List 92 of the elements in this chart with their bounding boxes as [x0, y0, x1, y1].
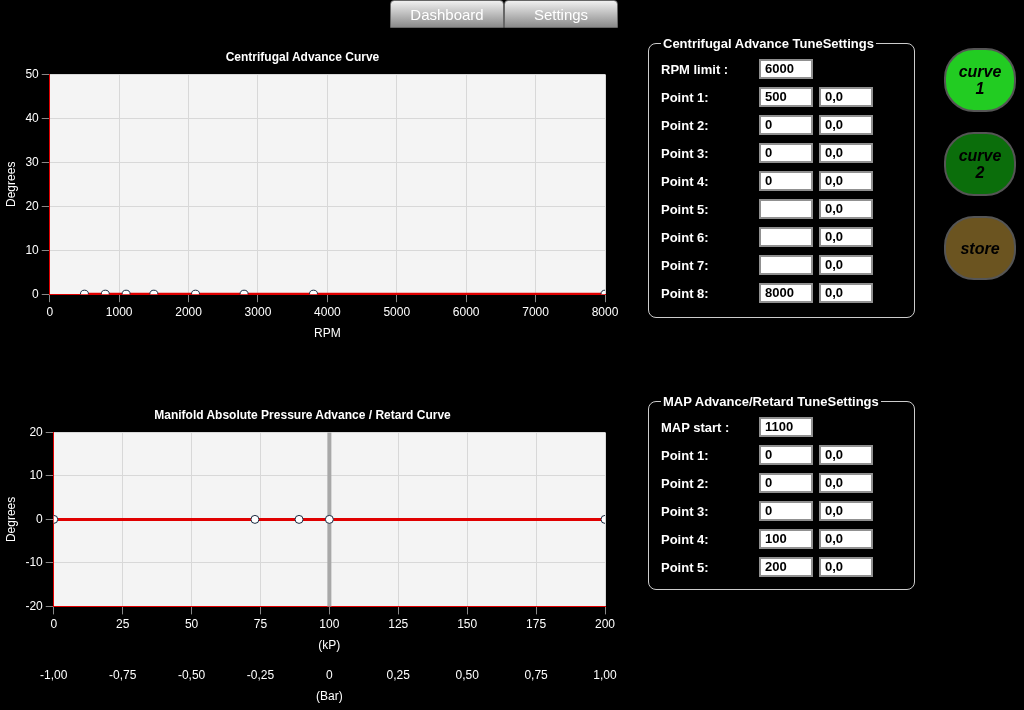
y-axis-title: Degrees: [3, 496, 18, 543]
text: 0,0: [825, 503, 844, 518]
text: 0: [765, 117, 773, 132]
x-tick-label: 5000: [383, 304, 411, 319]
category-label: Point 4:: [661, 531, 709, 547]
x2-tick-label: 1,00: [593, 667, 617, 682]
x-tick-label: 6000: [452, 304, 480, 319]
text: 200: [765, 559, 787, 574]
x-tick-label: 50: [184, 616, 199, 631]
text: 500: [765, 89, 787, 104]
text: 0,0: [825, 447, 844, 462]
y-tick-label: -10: [25, 555, 44, 570]
y-tick-label: 10: [25, 242, 40, 257]
category-label: store: [944, 216, 1016, 280]
category-label: Point 2:: [661, 475, 709, 491]
category-label: Point 1:: [661, 89, 709, 105]
x-tick-label: 0: [46, 304, 54, 319]
text: 0,0: [825, 89, 844, 104]
text: Centrifugal Advance TuneSettings: [662, 36, 875, 51]
x-axis-title: RPM: [314, 326, 341, 341]
text: 1100: [765, 419, 794, 434]
x-tick-label: 2000: [175, 304, 203, 319]
y-axis-title: Degrees: [3, 161, 18, 207]
category-label: Point 5:: [661, 559, 709, 575]
x-tick-label: 1000: [105, 304, 133, 319]
text: 0: [765, 475, 773, 490]
text: 0: [765, 145, 773, 160]
text: 0,0: [825, 475, 844, 490]
x2-tick-label: 0,25: [386, 667, 411, 682]
x-tick-label: 75: [253, 616, 268, 631]
y-tick-label: 30: [25, 154, 40, 169]
x2-tick-label: -1,00: [40, 667, 68, 682]
text: 100: [765, 531, 787, 546]
category-label: Point 3:: [661, 503, 709, 519]
x2-tick-label: -0,75: [108, 667, 137, 682]
y-tick-label: -20: [25, 598, 44, 613]
category-label: Point 8:: [661, 285, 709, 301]
y-tick-label: 50: [25, 66, 40, 81]
category-label: MAP start :: [661, 419, 730, 435]
category-label: curve 1: [944, 48, 1016, 112]
text: 0: [765, 447, 773, 462]
x2-tick-label: 0,50: [455, 667, 480, 682]
category-label: curve 2: [944, 132, 1016, 196]
x-tick-label: 0: [50, 616, 58, 631]
y-tick-label: 0: [36, 511, 44, 526]
text: 0,0: [825, 173, 844, 188]
x-tick-label: 125: [388, 616, 409, 631]
text: 0,0: [825, 257, 844, 272]
category-label: Point 7:: [661, 257, 709, 273]
category-label: Point 1:: [661, 447, 709, 463]
category-label: RPM limit :: [661, 61, 729, 77]
x-tick-label: 7000: [522, 304, 550, 319]
x2-tick-label: -0,25: [246, 667, 275, 682]
chart-title: Manifold Absolute Pressure Advance / Retard Curve: [154, 407, 452, 422]
category-label: Settings: [504, 0, 618, 28]
x2-tick-label: 0: [326, 667, 334, 682]
text: MAP Advance/Retard TuneSettings: [662, 394, 880, 409]
y-tick-label: 40: [25, 110, 40, 125]
x-tick-label: 175: [526, 616, 547, 631]
y-tick-label: 10: [29, 468, 44, 483]
text: 8000: [765, 285, 794, 300]
category-label: Point 6:: [661, 229, 709, 245]
category-label: Point 4:: [661, 173, 709, 189]
text: 6000: [765, 61, 794, 76]
x-tick-label: 25: [115, 616, 130, 631]
category-label: Dashboard: [390, 0, 504, 28]
x-tick-label: 150: [457, 616, 478, 631]
x2-tick-label: 0,75: [524, 667, 549, 682]
x2-axis-title: (Bar): [316, 689, 343, 704]
text: 0,0: [825, 559, 844, 574]
chart-title: Centrifugal Advance Curve: [225, 49, 380, 64]
text: 0,0: [825, 117, 844, 132]
text: 0,0: [825, 145, 844, 160]
y-tick-label: 0: [32, 286, 40, 301]
x2-tick-label: -0,50: [177, 667, 206, 682]
x-tick-label: 100: [319, 616, 340, 631]
category-label: Point 5:: [661, 201, 709, 217]
text: 0: [765, 503, 773, 518]
y-tick-label: 20: [25, 198, 40, 213]
text: 0,0: [825, 531, 844, 546]
text: 0: [765, 173, 773, 188]
x-tick-label: 8000: [591, 304, 619, 319]
y-tick-label: 20: [29, 424, 44, 439]
x-tick-label: 4000: [314, 304, 342, 319]
text: 0,0: [825, 229, 844, 244]
category-label: Point 2:: [661, 117, 709, 133]
text: 0,0: [825, 285, 844, 300]
x-axis-title: (kP): [318, 638, 341, 653]
category-label: Point 3:: [661, 145, 709, 161]
text: 0,0: [825, 201, 844, 216]
x-tick-label: 200: [594, 616, 616, 631]
x-tick-label: 3000: [244, 304, 272, 319]
